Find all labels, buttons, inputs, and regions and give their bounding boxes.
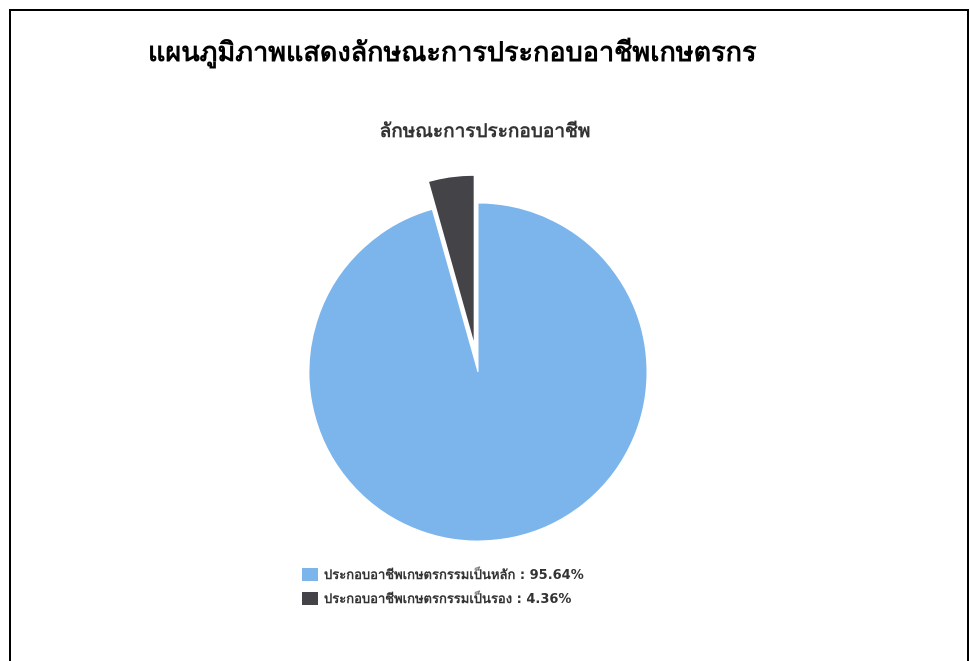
legend-label-primary: ประกอบอาชีพเกษตรกรรมเป็นหลัก : 95.64% [324,567,584,583]
pie-slice-1[interactable] [308,202,648,542]
legend-label-secondary: ประกอบอาชีพเกษตรกรรมเป็นรอง : 4.36% [324,591,572,607]
legend-swatch-primary [302,567,318,581]
legend-item-secondary[interactable]: ประกอบอาชีพเกษตรกรรมเป็นรอง : 4.36% [302,589,571,607]
legend-swatch-secondary [302,591,318,605]
chart-title: ลักษณะการประกอบอาชีพ [379,120,591,142]
page-title: แผนภูมิภาพแสดงลักษณะการประกอบอาชีพเกษตรก… [148,37,757,68]
chart-frame [9,9,969,661]
pie-slice-2[interactable] [427,174,475,345]
legend-item-primary[interactable]: ประกอบอาชีพเกษตรกรรมเป็นหลัก : 95.64% [302,565,584,583]
